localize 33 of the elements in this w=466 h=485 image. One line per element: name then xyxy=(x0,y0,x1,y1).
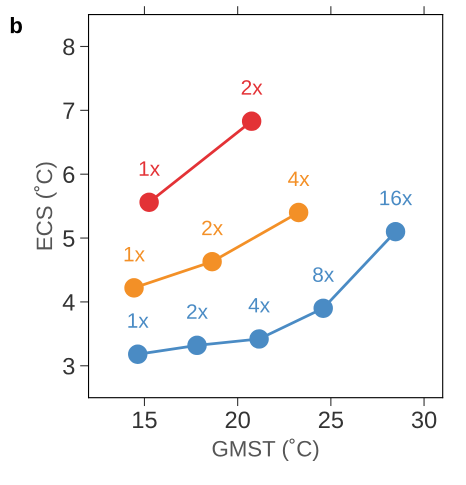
point xyxy=(128,344,148,364)
annotation: 2x xyxy=(187,304,208,319)
x-tick-label: 15 xyxy=(133,412,157,428)
x-tick-label: 30 xyxy=(412,412,436,428)
point xyxy=(242,111,262,131)
y-tick-label: 4 xyxy=(62,294,75,310)
y-tick-label: 6 xyxy=(63,166,74,183)
point xyxy=(386,222,406,242)
annotation: 2x xyxy=(202,220,223,236)
point xyxy=(249,329,269,349)
x-axis-title: GMST (˚C) xyxy=(212,438,318,461)
point xyxy=(124,278,144,298)
annotation: 4x xyxy=(288,172,310,186)
y-axis-title: ECS (˚C) xyxy=(34,162,57,250)
annotation: 4x xyxy=(248,298,270,312)
annotation: 1x xyxy=(140,161,160,176)
annotation: 8x xyxy=(313,267,334,282)
annotation: 16x xyxy=(380,190,412,206)
annotation: 1x xyxy=(128,313,149,328)
y-tick-label: 8 xyxy=(63,38,74,56)
x-tick-label: 25 xyxy=(318,412,344,428)
annotation: 1x xyxy=(124,246,145,262)
y-tick-label: 7 xyxy=(63,102,74,119)
point xyxy=(313,298,333,318)
y-tick-label: 5 xyxy=(63,230,74,247)
point xyxy=(202,252,222,272)
chart-title: b xyxy=(10,16,22,34)
y-tick-label: 3 xyxy=(63,358,74,375)
annotation: 2x xyxy=(242,80,262,95)
point xyxy=(187,336,207,356)
point xyxy=(139,192,159,212)
x-tick-label: 20 xyxy=(226,412,250,428)
point xyxy=(288,202,308,222)
